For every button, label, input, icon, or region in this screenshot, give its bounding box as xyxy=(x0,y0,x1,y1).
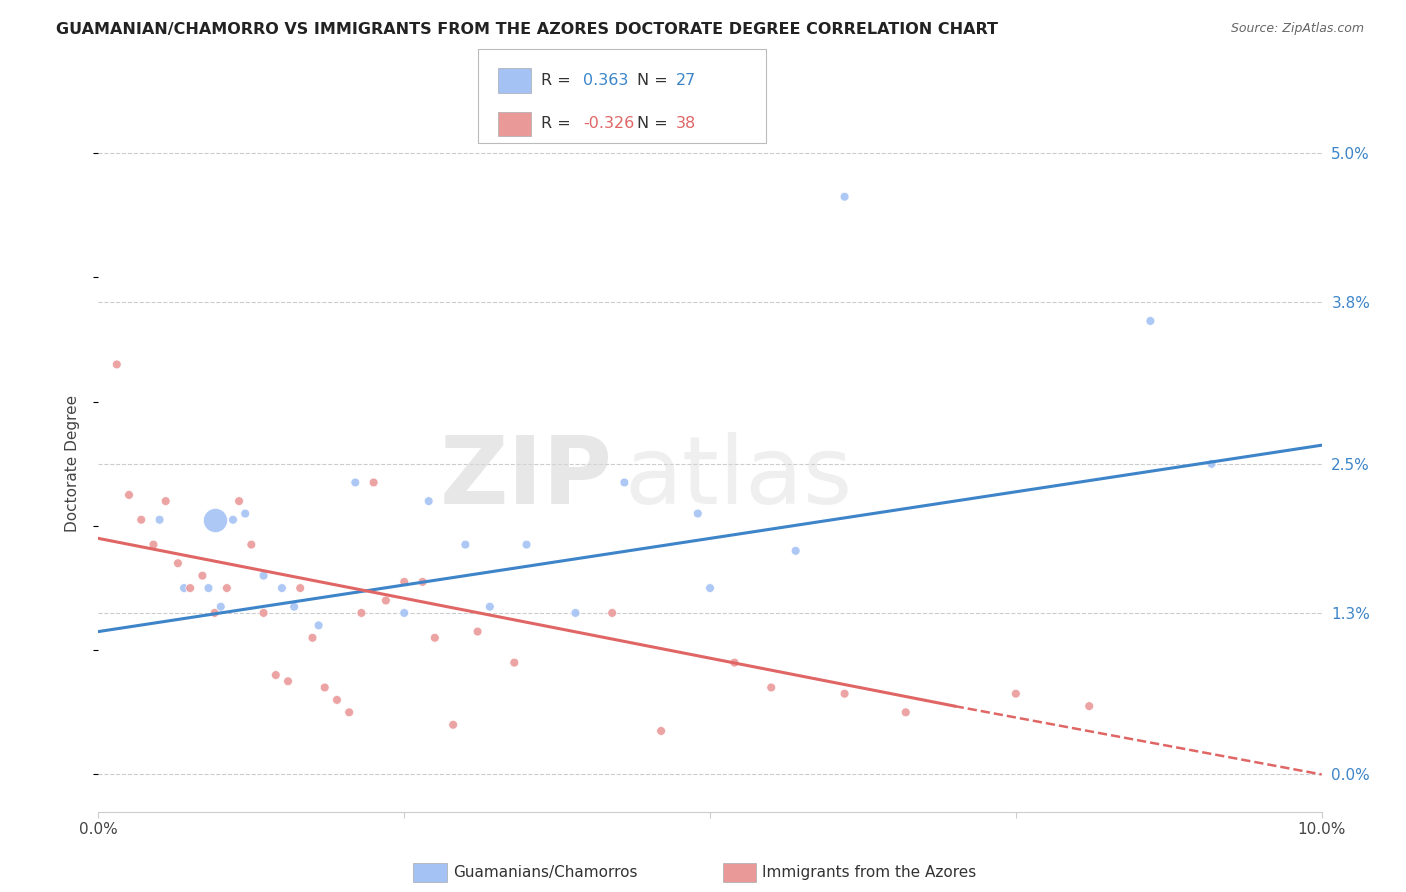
Point xyxy=(308,618,330,632)
Point xyxy=(270,581,294,595)
Point xyxy=(467,624,489,639)
Point xyxy=(699,581,721,595)
Point xyxy=(392,606,416,620)
Point xyxy=(423,631,446,645)
Point xyxy=(503,656,526,670)
Point xyxy=(228,494,250,508)
Point xyxy=(613,475,636,490)
Point xyxy=(252,606,274,620)
Point xyxy=(834,190,856,204)
Point xyxy=(454,538,477,552)
Text: ZIP: ZIP xyxy=(439,432,612,524)
Point xyxy=(173,581,195,595)
Point xyxy=(894,706,917,720)
Point xyxy=(314,681,336,695)
Point xyxy=(650,723,672,738)
Point xyxy=(326,693,349,707)
Point xyxy=(252,568,274,582)
Point xyxy=(785,543,807,558)
Point xyxy=(686,507,709,521)
Y-axis label: Doctorate Degree: Doctorate Degree xyxy=(65,395,80,533)
Point xyxy=(418,494,440,508)
Text: Source: ZipAtlas.com: Source: ZipAtlas.com xyxy=(1230,22,1364,36)
Point xyxy=(363,475,385,490)
Point xyxy=(478,599,501,614)
Point xyxy=(204,606,226,620)
Point xyxy=(392,574,416,589)
Point xyxy=(412,574,434,589)
Point xyxy=(222,513,245,527)
Point xyxy=(155,494,177,508)
Point xyxy=(834,687,856,701)
Point xyxy=(1201,457,1223,471)
Text: GUAMANIAN/CHAMORRO VS IMMIGRANTS FROM THE AZORES DOCTORATE DEGREE CORRELATION CH: GUAMANIAN/CHAMORRO VS IMMIGRANTS FROM TH… xyxy=(56,22,998,37)
Text: 0.363: 0.363 xyxy=(583,73,628,87)
Point xyxy=(374,593,396,607)
Text: Guamanians/Chamorros: Guamanians/Chamorros xyxy=(453,865,637,880)
Point xyxy=(344,475,367,490)
Point xyxy=(1004,687,1026,701)
Point xyxy=(723,656,745,670)
Point xyxy=(209,599,232,614)
Text: R =: R = xyxy=(541,73,576,87)
Point xyxy=(1139,314,1161,328)
Point xyxy=(197,581,219,595)
Point xyxy=(283,599,305,614)
Point xyxy=(105,358,128,372)
Point xyxy=(264,668,287,682)
Point xyxy=(179,581,201,595)
Text: -0.326: -0.326 xyxy=(583,117,634,131)
Text: R =: R = xyxy=(541,117,576,131)
Point xyxy=(600,606,623,620)
Point xyxy=(1078,699,1101,714)
Point xyxy=(142,538,165,552)
Point xyxy=(290,581,312,595)
Point xyxy=(350,606,373,620)
Point xyxy=(277,674,299,689)
Point xyxy=(215,581,238,595)
Text: Immigrants from the Azores: Immigrants from the Azores xyxy=(762,865,976,880)
Point xyxy=(337,706,360,720)
Point xyxy=(204,513,226,527)
Point xyxy=(516,538,538,552)
Point xyxy=(149,513,172,527)
Point xyxy=(564,606,586,620)
Point xyxy=(118,488,141,502)
Point xyxy=(240,538,263,552)
Point xyxy=(191,568,214,582)
Text: N =: N = xyxy=(637,73,673,87)
Point xyxy=(441,717,464,731)
Text: 27: 27 xyxy=(676,73,696,87)
Point xyxy=(167,556,190,570)
Point xyxy=(301,631,323,645)
Text: atlas: atlas xyxy=(624,432,852,524)
Point xyxy=(761,681,783,695)
Text: N =: N = xyxy=(637,117,673,131)
Text: 38: 38 xyxy=(676,117,696,131)
Point xyxy=(233,507,256,521)
Point xyxy=(129,513,152,527)
